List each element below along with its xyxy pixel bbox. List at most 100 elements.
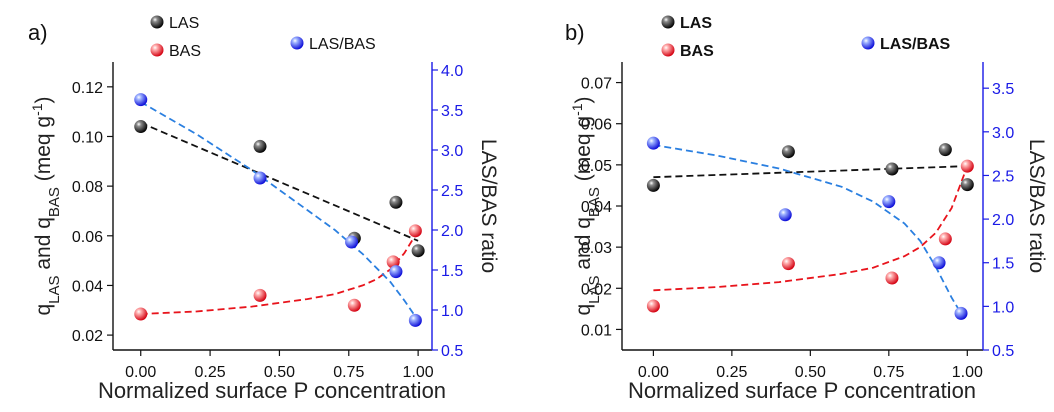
legend-label-bas: BAS — [169, 43, 201, 60]
legend-marker-bas — [150, 43, 164, 57]
data-point-ratio — [646, 136, 660, 150]
x-tick-label: 0.00 — [638, 364, 669, 381]
y-tick-label-left: 0.07 — [581, 76, 612, 93]
data-point-ratio — [882, 195, 896, 209]
fit-line-fit_las — [140, 121, 419, 242]
y-label-part: (meq g — [32, 116, 55, 187]
data-point-bas — [938, 232, 952, 246]
y-label-part: (meq g — [572, 116, 595, 187]
y-tick-label-right: 3.5 — [992, 81, 1014, 98]
y-tick-label-right: 2.0 — [441, 223, 463, 240]
chart-panel-a: a) 0.02 0.04 0.06 0.08 0.10 0.12 0.00 0.25 0.50 0.… — [28, 15, 500, 403]
y-tick-label-left: 0.02 — [581, 281, 612, 298]
data-point-bas — [408, 224, 422, 238]
data-point-ratio — [389, 265, 403, 279]
data-point-las — [646, 178, 660, 192]
data-point-las — [389, 195, 403, 209]
data-point-las — [885, 162, 899, 176]
y-tick-label-right: 0.5 — [992, 343, 1014, 360]
y-label-sub: LAS — [46, 276, 63, 304]
y-tick-label-right: 4.0 — [441, 63, 463, 80]
y-label-part: q — [572, 304, 595, 316]
y-label-sup: -1 — [29, 103, 45, 116]
x-axis-label: Normalized surface P concentration — [98, 378, 446, 403]
legend-label-ratio: LAS/BAS — [309, 36, 376, 53]
data-point-ratio — [932, 256, 946, 270]
data-point-ratio — [253, 171, 267, 185]
data-point-bas — [134, 307, 148, 321]
data-point-ratio — [345, 235, 359, 249]
y-tick-label-left: 0.04 — [581, 199, 612, 216]
data-point-bas — [347, 298, 361, 312]
x-tick-label: 0.25 — [195, 364, 226, 381]
legend-label-las: LAS — [169, 15, 199, 32]
x-tick-label: 0.75 — [873, 364, 904, 381]
y-axis-label-right: LAS/BAS ratio — [477, 139, 500, 273]
fit-line-fit_las — [653, 165, 968, 179]
y-tick-label-left: 0.12 — [72, 80, 103, 97]
fit-line-fit_bas — [653, 165, 969, 292]
y-label-part: and q — [572, 217, 595, 275]
y-tick-label-left: 0.06 — [72, 229, 103, 246]
data-point-ratio — [408, 313, 422, 327]
legend-label-ratio: LAS/BAS — [880, 36, 951, 53]
y-label-part: ) — [572, 96, 595, 103]
data-point-ratio — [954, 306, 968, 320]
y-axis-label-left: qLAS and qBAS (meq g-1) — [569, 96, 603, 315]
x-tick-label: 0.00 — [125, 364, 156, 381]
data-point-bas — [781, 257, 795, 271]
fit-line-fit_ratio — [140, 101, 419, 321]
data-point-las — [938, 143, 952, 157]
y-tick-label-right: 3.5 — [441, 103, 463, 120]
x-tick-label: 0.25 — [716, 364, 747, 381]
y-tick-label-left: 0.08 — [72, 179, 103, 196]
y-tick-label-left: 0.02 — [72, 328, 103, 345]
y-axis-label-right: LAS/BAS ratio — [1025, 139, 1048, 273]
data-point-las — [411, 244, 425, 258]
y-tick-label-right: 2.5 — [441, 183, 463, 200]
y-label-sub: BAS — [586, 187, 603, 217]
data-point-las — [253, 139, 267, 153]
y-tick-label-right: 1.5 — [441, 263, 463, 280]
legend-label-las: LAS — [680, 15, 712, 32]
data-point-bas — [885, 271, 899, 285]
x-tick-label: 0.75 — [333, 364, 364, 381]
y-tick-label-right: 1.5 — [992, 256, 1014, 273]
legend-marker-ratio — [861, 36, 875, 50]
y-label-part: q — [32, 304, 55, 316]
data-point-las — [134, 120, 148, 134]
x-tick-label: 0.50 — [264, 364, 295, 381]
legend-marker-las — [661, 15, 675, 29]
y-tick-label-left: 0.03 — [581, 240, 612, 257]
data-point-las — [781, 145, 795, 159]
data-point-bas — [646, 299, 660, 313]
y-axis-label-left: qLAS and qBAS (meq g-1) — [29, 96, 63, 315]
x-tick-label: 1.00 — [952, 364, 983, 381]
chart-panel-b: b) 0.01 0.02 0.03 0.04 0.05 0.06 0.07 0.00 0.25 0.… — [565, 15, 1048, 403]
fit-line-fit_ratio — [653, 144, 962, 314]
data-point-las — [960, 178, 974, 192]
legend-marker-bas — [661, 43, 675, 57]
panel-label: b) — [565, 20, 585, 45]
data-point-ratio — [778, 208, 792, 222]
panel-label: a) — [28, 20, 48, 45]
y-tick-label-left: 0.05 — [581, 158, 612, 175]
y-tick-label-right: 2.5 — [992, 168, 1014, 185]
y-label-sup: -1 — [569, 103, 585, 116]
y-tick-label-left: 0.06 — [581, 117, 612, 134]
x-axis-label: Normalized surface P concentration — [628, 378, 976, 403]
fit-line-fit_bas — [140, 230, 419, 315]
y-tick-label-right: 0.5 — [441, 343, 463, 360]
x-tick-label: 1.00 — [403, 364, 434, 381]
data-point-ratio — [134, 93, 148, 107]
y-label-part: ) — [32, 96, 55, 103]
data-point-bas — [253, 288, 267, 302]
y-tick-label-left: 0.04 — [72, 278, 103, 295]
x-tick-label: 0.50 — [795, 364, 826, 381]
y-label-sub: BAS — [46, 187, 63, 217]
data-point-bas — [960, 159, 974, 173]
legend-marker-las — [150, 15, 164, 29]
y-label-part: and q — [32, 217, 55, 275]
y-tick-label-right: 3.0 — [992, 125, 1014, 142]
